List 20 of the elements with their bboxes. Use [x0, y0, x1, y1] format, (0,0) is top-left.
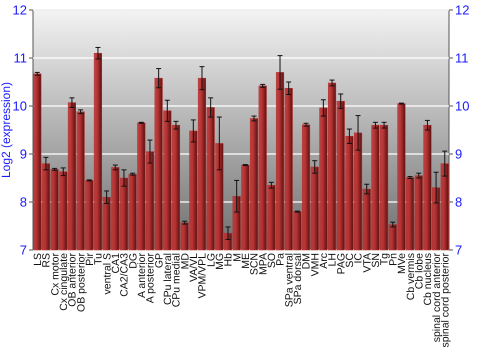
x-tick-label: spinal cord posterior: [439, 252, 452, 348]
y-tick-label: 10: [12, 98, 27, 114]
x-tick-label: RS: [40, 253, 53, 268]
y2-tick-label: 8: [455, 194, 462, 210]
x-tick-label: MVe: [396, 252, 408, 274]
y-tick-label: 9: [20, 146, 27, 162]
y2-tick-label: 12: [455, 2, 470, 18]
x-tick-label: Tg: [378, 252, 391, 266]
y2-tick-label: 11: [455, 50, 468, 66]
y2-tick-label: 10: [455, 98, 470, 114]
x-tick-label: OB posterior: [75, 252, 88, 312]
y-axis-title: Log2 (expression): [0, 82, 13, 178]
x-tick-label: A posterior: [144, 252, 157, 304]
y-tick-label: 12: [12, 2, 27, 18]
y-tick-label: 11: [14, 50, 27, 66]
x-tick-label: DG: [127, 253, 140, 269]
y2-tick-label: 9: [455, 146, 462, 162]
y2-tick-label: 7: [455, 242, 462, 258]
y-tick-label: 8: [20, 194, 27, 210]
y-tick-label: 7: [20, 242, 27, 258]
